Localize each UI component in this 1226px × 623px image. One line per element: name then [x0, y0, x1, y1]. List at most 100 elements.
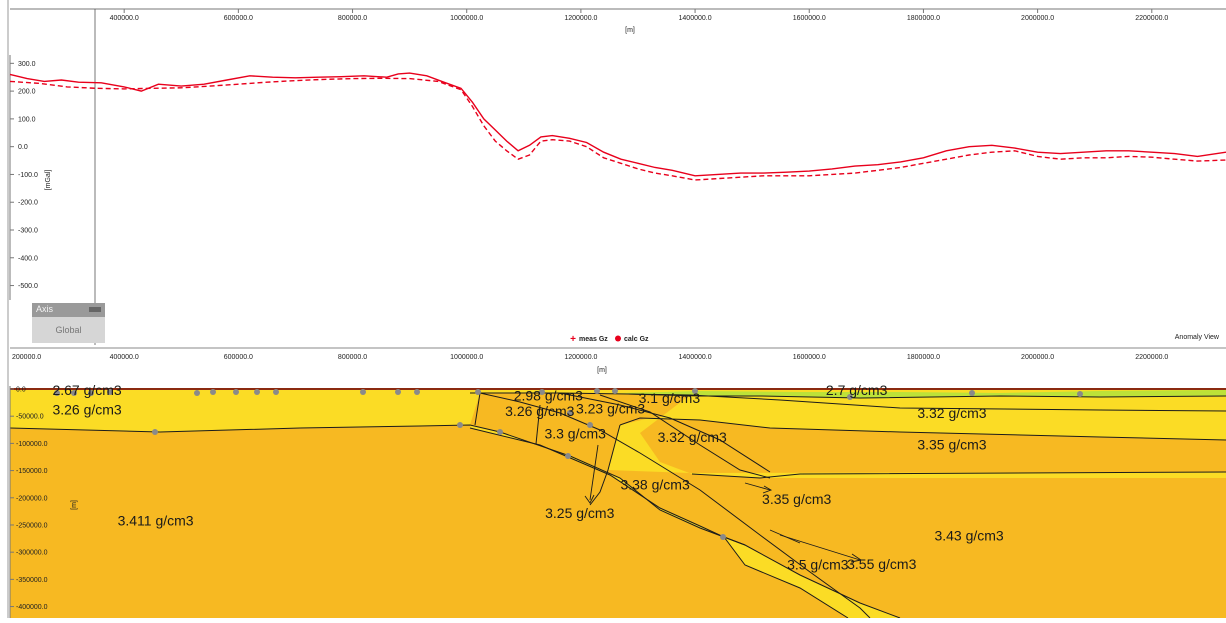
- model-vertex[interactable]: [567, 410, 573, 416]
- model-vertex[interactable]: [71, 390, 77, 396]
- model-y-tick-label: -400000.0: [16, 604, 48, 611]
- model-vertex[interactable]: [692, 388, 698, 394]
- anomaly-y-tick-label: 300.0: [18, 61, 36, 68]
- model-vertices: [54, 388, 1083, 540]
- model-arrowhead: [762, 485, 773, 494]
- bottom-x-tick-label: 800000.0: [338, 354, 367, 361]
- anomaly-y-ticks: 300.0 200.0 100.0 0.0 -100.0 -200.0 -300.0 -400…: [10, 61, 38, 290]
- model-y-tick-label: -350000.0: [16, 577, 48, 584]
- anomaly-y-tick-label: -300.0: [18, 228, 38, 235]
- anomaly-y-tick-label: 0.0: [18, 144, 28, 151]
- model-arrow: [779, 534, 861, 561]
- bottom-x-tick-label: 1800000.0: [907, 354, 940, 361]
- model-vertex[interactable]: [54, 390, 60, 396]
- model-vertex[interactable]: [594, 388, 600, 394]
- axis-panel-window-icon[interactable]: [89, 307, 101, 312]
- model-arrow: [589, 444, 599, 501]
- density-label: 3.26 g/cm3: [505, 403, 574, 419]
- model-arrowhead: [850, 553, 863, 563]
- density-label: 2.67 g/cm3: [52, 382, 121, 398]
- model-vertex[interactable]: [414, 389, 420, 395]
- model-vertex[interactable]: [497, 429, 503, 435]
- series-line-meas-gz: [9, 72, 1226, 177]
- model-outlines: [9, 392, 1226, 619]
- model-arrows: [584, 444, 863, 563]
- model-vertex[interactable]: [210, 389, 216, 395]
- model-vertex[interactable]: [612, 388, 618, 394]
- axis-panel-title: Axis: [36, 304, 54, 314]
- bottom-x-tick-label: 600000.0: [224, 354, 253, 361]
- model-vertex[interactable]: [395, 389, 401, 395]
- model-outline: [535, 404, 541, 445]
- model-section: [9, 388, 1226, 619]
- bottom-x-ticks: 200000.0 400000.0 600000.0 800000.0 1000000.…: [12, 354, 1168, 361]
- model-vertex[interactable]: [457, 422, 463, 428]
- axis-panel[interactable]: Axis Global: [32, 303, 105, 343]
- series-line-calc-gz: [9, 77, 1226, 181]
- axis-panel-global-option[interactable]: Global: [32, 317, 105, 343]
- anomaly-y-tick-label: -100.0: [18, 172, 38, 179]
- density-label: 3.23 g/cm3: [576, 401, 645, 417]
- bottom-x-tick-label: 1200000.0: [564, 354, 597, 361]
- top-x-ticks: 400000.0 600000.0 800000.0 1000000.0 1200000…: [110, 9, 1168, 22]
- legend-label-meas-gz: meas Gz: [579, 336, 608, 343]
- density-label: 3.38 g/cm3: [620, 477, 689, 493]
- anomaly-y-tick-label: 100.0: [18, 116, 36, 123]
- top-x-tick-label: 600000.0: [224, 15, 253, 22]
- top-x-axis-label: [m]: [625, 27, 635, 34]
- model-vertex[interactable]: [475, 389, 481, 395]
- model-y-ticks: 0.0 -50000.0 -100000.0 -150000.0 -200000.0 -2…: [10, 387, 48, 611]
- density-label: 3.26 g/cm3: [52, 402, 121, 418]
- model-y-tick-label: -250000.0: [16, 522, 48, 529]
- model-vertex[interactable]: [565, 453, 571, 459]
- axis-panel-header[interactable]: Axis: [32, 303, 105, 317]
- model-outline: [559, 392, 771, 473]
- model-y-tick-label: -50000.0: [16, 414, 44, 421]
- density-label: 3.3 g/cm3: [544, 426, 606, 442]
- model-vertex[interactable]: [847, 394, 853, 400]
- model-vertex[interactable]: [194, 390, 200, 396]
- crust-body-left: [10, 389, 1226, 432]
- top-x-tick-label: 1200000.0: [564, 15, 597, 22]
- model-vertex[interactable]: [360, 389, 366, 395]
- anomaly-y-axis-label: [mGal]: [45, 170, 52, 191]
- top-x-tick-label: 2000000.0: [1021, 15, 1054, 22]
- model-vertex[interactable]: [720, 534, 726, 540]
- model-outline: [589, 424, 621, 506]
- bottom-x-tick-label: 200000.0: [12, 354, 41, 361]
- crust-body-right: [608, 395, 1226, 478]
- model-outline: [691, 471, 1226, 479]
- model-vertex[interactable]: [969, 390, 975, 396]
- model-vertex[interactable]: [107, 389, 113, 395]
- density-label: 3.25 g/cm3: [545, 505, 614, 521]
- legend-label-calc-gz: calc Gz: [624, 336, 649, 343]
- model-arrowhead: [584, 494, 595, 504]
- model-vertex[interactable]: [233, 389, 239, 395]
- model-vertex[interactable]: [88, 390, 94, 396]
- model-outline: [470, 392, 1226, 412]
- model-vertex[interactable]: [152, 429, 158, 435]
- model-vertex[interactable]: [539, 389, 545, 395]
- model-vertex[interactable]: [1077, 391, 1083, 397]
- model-vertex[interactable]: [587, 422, 593, 428]
- model-y-axis-label: [m]: [71, 500, 78, 510]
- axis-panel-global-label: Global: [55, 325, 82, 335]
- model-arrow: [744, 482, 771, 491]
- model-vertex[interactable]: [273, 389, 279, 395]
- model-vertex[interactable]: [254, 389, 260, 395]
- density-label: 3.32 g/cm3: [917, 405, 986, 421]
- model-outline: [619, 417, 1226, 441]
- model-y-tick-label: -100000.0: [16, 441, 48, 448]
- density-label: 3.32 g/cm3: [658, 429, 727, 445]
- top-x-tick-label: 400000.0: [110, 15, 139, 22]
- top-x-tick-label: 2200000.0: [1135, 15, 1168, 22]
- bottom-x-tick-label: 1600000.0: [793, 354, 826, 361]
- model-outline: [599, 394, 771, 479]
- top-x-tick-label: 1400000.0: [679, 15, 712, 22]
- density-label: 3.55 g/cm3: [847, 556, 916, 572]
- anomaly-series: [9, 72, 1226, 181]
- density-labels: 2.67 g/cm3 3.26 g/cm3 3.411 g/cm3 2.98 g/cm…: [52, 382, 1004, 573]
- bottom-x-tick-label: 1400000.0: [679, 354, 712, 361]
